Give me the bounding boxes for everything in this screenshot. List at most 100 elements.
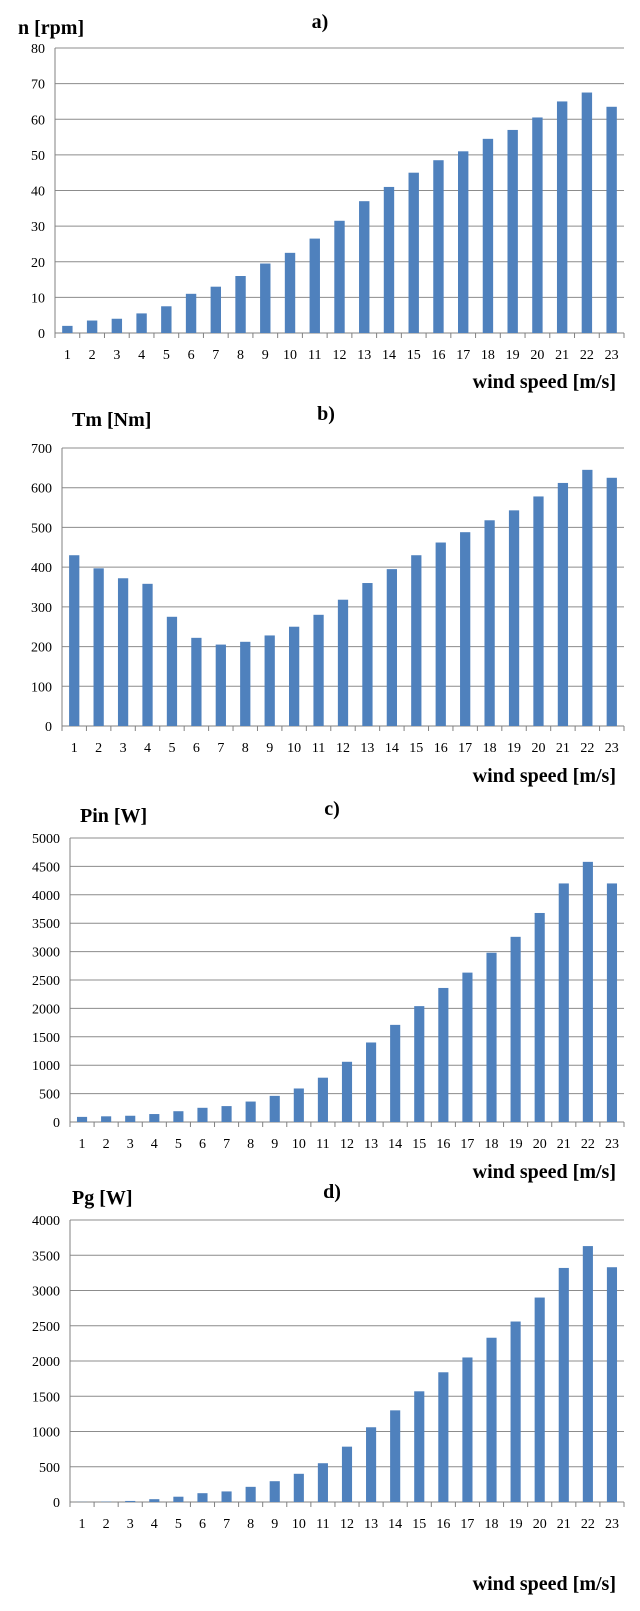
- bar-6: [197, 1493, 208, 1502]
- bar-4: [149, 1114, 160, 1122]
- x-tick-label: 19: [509, 1137, 523, 1152]
- y-tick-label: 100: [31, 680, 52, 695]
- x-axis-label: wind speed [m/s]: [473, 765, 616, 787]
- y-axis-label: Tm [Nm]: [72, 409, 151, 431]
- x-tick-label: 14: [382, 348, 396, 363]
- bar-9: [269, 1481, 280, 1502]
- bar-10: [293, 1473, 304, 1502]
- bar-4: [136, 313, 147, 333]
- bar-18: [482, 138, 494, 333]
- x-tick-label: 4: [151, 1137, 158, 1152]
- chart-title: a): [312, 11, 329, 33]
- bar-3: [125, 1500, 136, 1502]
- bar-23: [606, 883, 618, 1122]
- x-tick-label: 18: [485, 1517, 499, 1532]
- bar-20: [532, 117, 543, 333]
- x-tick-label: 1: [79, 1517, 86, 1532]
- x-tick-label: 15: [407, 348, 421, 363]
- y-tick-label: 3000: [32, 946, 60, 961]
- bar-1: [76, 1116, 88, 1122]
- bar-18: [486, 1337, 497, 1502]
- x-tick-label: 3: [127, 1517, 134, 1532]
- x-tick-label: 17: [458, 741, 472, 756]
- x-tick-label: 7: [217, 741, 224, 756]
- x-tick-label: 20: [531, 741, 545, 756]
- y-tick-label: 0: [53, 1116, 60, 1131]
- bar-6: [197, 1107, 208, 1122]
- x-tick-label: 10: [292, 1137, 306, 1152]
- bar-9: [260, 263, 271, 333]
- y-tick-label: 2500: [32, 974, 60, 989]
- y-tick-label: 1000: [32, 1059, 60, 1074]
- x-tick-label: 14: [385, 741, 399, 756]
- y-tick-label: 2500: [32, 1320, 60, 1335]
- y-tick-label: 500: [31, 521, 52, 536]
- y-tick-label: 10: [31, 291, 45, 306]
- bar-10: [284, 252, 296, 333]
- x-tick-label: 10: [283, 348, 297, 363]
- bar-19: [507, 129, 518, 333]
- x-tick-label: 2: [103, 1137, 110, 1152]
- bar-21: [558, 883, 569, 1122]
- x-tick-label: 9: [262, 348, 269, 363]
- x-tick-label: 16: [436, 1137, 450, 1152]
- bar-5: [173, 1111, 184, 1122]
- bar-14: [383, 186, 395, 333]
- bar-7: [215, 644, 226, 726]
- y-tick-label: 500: [39, 1461, 60, 1476]
- x-tick-label: 19: [507, 741, 521, 756]
- x-tick-label: 9: [271, 1137, 278, 1152]
- bar-20: [534, 1297, 545, 1502]
- bar-15: [411, 555, 422, 726]
- bar-3: [125, 1115, 136, 1122]
- bar-11: [309, 238, 320, 333]
- x-tick-label: 8: [237, 348, 244, 363]
- y-tick-label: 50: [31, 149, 45, 164]
- bar-14: [386, 569, 398, 726]
- x-tick-label: 8: [247, 1517, 254, 1532]
- bar-6: [185, 293, 197, 333]
- bar-16: [438, 987, 449, 1122]
- x-tick-label: 8: [242, 741, 249, 756]
- y-tick-label: 0: [45, 720, 52, 735]
- x-tick-label: 3: [127, 1137, 134, 1152]
- x-tick-label: 14: [388, 1517, 402, 1532]
- bar-4: [142, 583, 153, 726]
- x-axis-label: wind speed [m/s]: [473, 371, 616, 393]
- x-tick-label: 16: [434, 741, 448, 756]
- x-tick-label: 6: [199, 1517, 206, 1532]
- x-tick-label: 20: [533, 1517, 547, 1532]
- bar-1: [62, 325, 73, 333]
- y-tick-label: 700: [31, 442, 52, 457]
- y-tick-label: 20: [31, 256, 45, 271]
- x-tick-label: 3: [120, 741, 127, 756]
- bar-22: [582, 1246, 593, 1502]
- x-tick-label: 21: [555, 348, 569, 363]
- bar-8: [235, 276, 246, 333]
- x-tick-label: 22: [581, 1137, 595, 1152]
- x-tick-label: 2: [103, 1517, 110, 1532]
- y-tick-label: 400: [31, 561, 52, 576]
- bar-13: [366, 1427, 377, 1502]
- bar-21: [558, 1267, 569, 1502]
- bar-5: [166, 616, 178, 726]
- x-tick-label: 14: [388, 1137, 402, 1152]
- y-axis-label: Pin [W]: [80, 805, 147, 827]
- x-tick-label: 11: [316, 1137, 329, 1152]
- y-tick-label: 60: [31, 113, 45, 128]
- bar-7: [210, 286, 221, 333]
- x-tick-label: 3: [113, 348, 120, 363]
- y-tick-label: 80: [31, 42, 45, 57]
- bar-21: [557, 482, 569, 726]
- x-tick-label: 16: [431, 348, 445, 363]
- x-tick-label: 23: [605, 1137, 619, 1152]
- x-tick-label: 2: [89, 348, 96, 363]
- y-tick-label: 4500: [32, 860, 60, 875]
- bar-17: [462, 1357, 473, 1502]
- bar-22: [582, 469, 593, 726]
- bar-7: [221, 1106, 232, 1122]
- x-tick-label: 23: [605, 741, 619, 756]
- bar-20: [533, 496, 544, 726]
